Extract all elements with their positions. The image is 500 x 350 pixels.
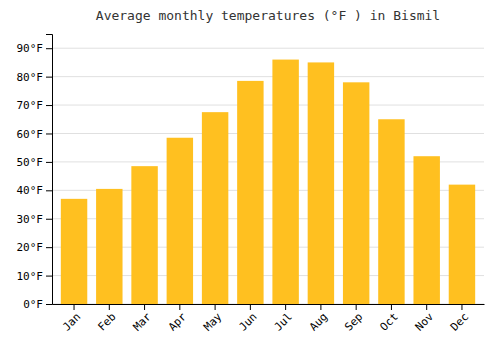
title: Average monthly temperatures (°F ) in Bi… <box>96 8 440 23</box>
y-tick-mark <box>46 77 52 78</box>
x-tick: Jun <box>236 304 259 334</box>
x-tick-label: Dec <box>448 310 471 333</box>
bar <box>308 62 334 304</box>
bar <box>413 156 439 304</box>
plot: 0°F 10°F 20°F 30°F 40°F 50°F 60°F 70°F 80°F 90°F J… <box>17 35 485 334</box>
y-tick-label: 90°F <box>17 42 44 55</box>
y-tick-label: 40°F <box>17 184 44 197</box>
x-tick-label: Feb <box>95 310 118 333</box>
grid-line <box>52 105 484 106</box>
bar <box>202 112 228 304</box>
y-tick-label: 0°F <box>23 298 43 311</box>
y-tick-mark <box>46 304 52 305</box>
y-tick-mark <box>46 162 52 163</box>
x-tick-mark <box>391 304 392 310</box>
grid-line <box>52 133 484 134</box>
y-tick-label: 20°F <box>17 241 44 254</box>
bar <box>343 82 369 304</box>
y-tick-label: 80°F <box>17 71 44 84</box>
bars <box>61 60 475 304</box>
x-tick-label: Apr <box>166 310 190 334</box>
bar <box>237 81 263 304</box>
y-tick-mark <box>46 48 52 49</box>
y-tick-mark <box>46 105 52 106</box>
bar <box>378 119 404 304</box>
bar <box>272 60 298 304</box>
y-tick-mark <box>46 133 52 134</box>
y-tick-label: 60°F <box>17 127 44 140</box>
x-tick: Nov <box>413 304 437 334</box>
x-tick-mark <box>215 304 216 310</box>
y-tick-label: 10°F <box>17 270 44 283</box>
bar <box>449 185 475 304</box>
y-tick-label: 30°F <box>17 213 44 226</box>
x-tick-mark <box>426 304 427 310</box>
x-tick-mark <box>285 304 286 310</box>
bar <box>167 138 193 304</box>
y-tick: 30°F <box>17 213 53 226</box>
y-tick-mark <box>46 219 52 220</box>
x-tick-label: Aug <box>307 310 330 333</box>
x-tick: Apr <box>166 304 190 334</box>
y-tick-mark <box>46 276 52 277</box>
grid-line <box>52 76 484 77</box>
y-tick: 80°F <box>17 71 53 84</box>
grid-line <box>52 48 484 49</box>
x-tick-label: Jun <box>236 310 259 333</box>
x-tick-label: Nov <box>413 310 437 334</box>
x-tick: May <box>201 304 225 334</box>
x-tick: Feb <box>95 304 118 334</box>
x-tick: Dec <box>448 304 471 334</box>
y-tick-mark <box>46 247 52 248</box>
y-axis-line <box>46 35 53 305</box>
x-tick-mark <box>179 304 180 310</box>
x-tick-label: Jan <box>60 310 83 333</box>
y-tick-label: 50°F <box>17 156 44 169</box>
x-tick-mark <box>356 304 357 310</box>
bar <box>131 166 157 304</box>
x-tick: Jan <box>60 304 83 334</box>
x-tick: Aug <box>307 304 330 334</box>
y-tick: 50°F <box>17 156 53 169</box>
x-tick-mark <box>320 304 321 310</box>
x-tick-label: Oct <box>377 310 400 333</box>
x-tick-mark <box>74 304 75 310</box>
x-tick-mark <box>109 304 110 310</box>
y-tick-label: 70°F <box>17 99 44 112</box>
x-tick-mark <box>461 304 462 310</box>
y-tick: 40°F <box>17 184 53 197</box>
x-tick-label: Mar <box>131 310 155 334</box>
y-axis: 0°F 10°F 20°F 30°F 40°F 50°F 60°F 70°F 80°F 90°F <box>17 35 53 312</box>
y-tick: 60°F <box>17 127 53 140</box>
y-tick: 0°F <box>23 298 52 311</box>
x-axis-line <box>53 304 485 305</box>
y-tick-mark <box>46 190 52 191</box>
x-tick-label: Sep <box>342 310 365 333</box>
x-tick: Jul <box>272 304 295 334</box>
x-tick-label: Jul <box>272 310 295 333</box>
chart: 0°F 10°F 20°F 30°F 40°F 50°F 60°F 70°F 80°F 90°F J… <box>0 0 500 350</box>
y-tick: 20°F <box>17 241 53 254</box>
bar <box>96 189 122 304</box>
bar <box>61 199 87 304</box>
x-tick: Oct <box>377 304 400 334</box>
y-tick: 10°F <box>17 270 53 283</box>
x-tick: Sep <box>342 304 365 334</box>
y-tick: 90°F <box>17 42 53 55</box>
x-axis: Jan Feb Mar Apr May Jun Jul Aug Sep Oct Nov Dec <box>53 304 485 334</box>
x-tick-label: May <box>201 310 225 334</box>
x-tick-mark <box>250 304 251 310</box>
x-tick-mark <box>144 304 145 310</box>
x-tick: Mar <box>131 304 155 334</box>
grid <box>52 48 484 304</box>
y-tick: 70°F <box>17 99 53 112</box>
